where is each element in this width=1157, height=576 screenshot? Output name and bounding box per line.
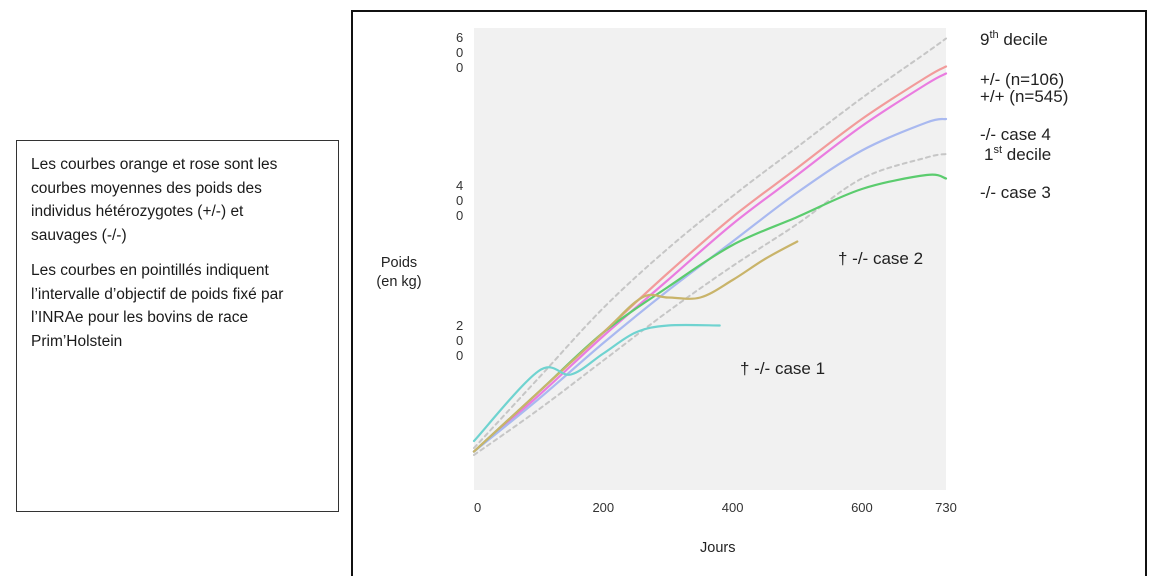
y-tick-label: 0 [456,208,463,223]
series-end-label: +/- (n=106) [980,70,1064,89]
y-axis-label: Poids (en kg) [370,254,428,292]
y-tick-label: 0 [456,193,463,208]
series-end-label: † -/- case 2 [838,249,923,268]
series-line-case-1 [472,323,721,443]
y-tick-label: 4 [456,178,463,193]
series-end-label: +/+ (n=545) [980,87,1068,106]
series-line-9th-decile [473,37,947,449]
figure-frame [351,10,1147,576]
y-tick-label: 6 [456,30,463,45]
note-paragraph-dashed-curves: Les courbes en pointillés indiquent l’in… [31,262,284,350]
explanation-note: Les courbes orange et rose sont les cour… [16,140,339,512]
series-line-case-2 [472,240,799,453]
x-tick-label: 600 [851,500,873,515]
series-end-label: † -/- case 1 [740,359,825,378]
x-tick-label: 200 [592,500,614,515]
y-tick-label: 0 [456,60,463,75]
y-axis-label-text: Poids (en kg) [376,255,422,290]
series-line-n-545 [472,72,948,453]
x-tick-label: 0 [474,500,481,515]
y-tick-label: 0 [456,348,463,363]
series-end-label: 9th decile [980,29,1048,49]
series-end-label: -/- case 3 [980,183,1051,202]
y-tick-label: 0 [456,45,463,60]
series-line-case-4 [472,117,948,453]
series-end-label: 1st decile [984,144,1051,164]
x-tick-label: 730 [935,500,957,515]
series-end-label: -/- case 4 [980,125,1051,144]
note-paragraph-mean-curves: Les courbes orange et rose sont les cour… [31,156,278,244]
y-tick-label: 0 [456,333,463,348]
x-tick-label: 400 [722,500,744,515]
x-axis-label: Jours [700,540,736,556]
y-tick-label: 2 [456,318,463,333]
series-line-1st-decile [473,153,947,456]
